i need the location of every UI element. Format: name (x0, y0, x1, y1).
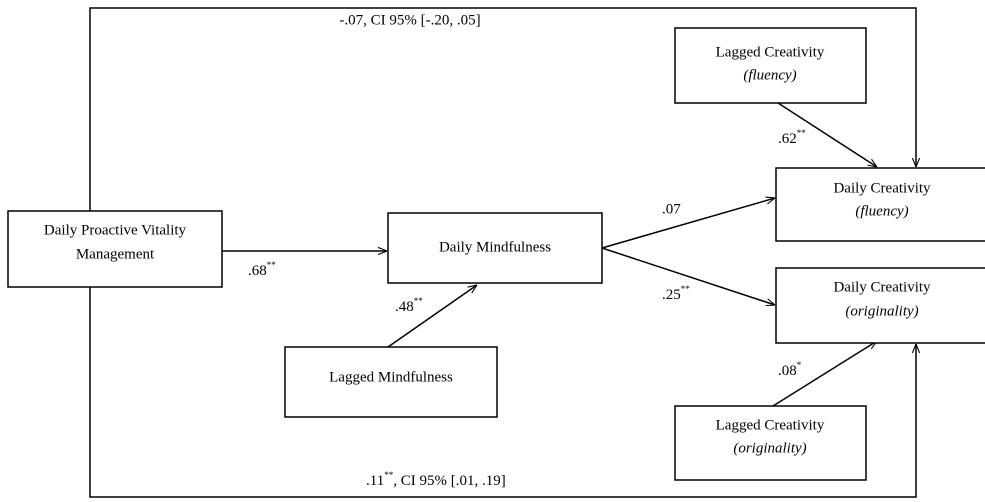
edge-label: .68** (248, 260, 276, 279)
coef: .68 (248, 263, 267, 279)
node-box (674, 405, 867, 481)
node-label: Lagged Mindfulness (329, 369, 453, 385)
arrow (777, 102, 877, 167)
node-box (387, 212, 603, 284)
node-box (775, 167, 985, 242)
direct-path-top (89, 7, 916, 211)
node-box (284, 346, 498, 418)
significance: ** (681, 284, 691, 294)
node-label: (fluency) (855, 203, 908, 219)
edge-label: .07 (662, 201, 681, 217)
edge-label: .11**, CI 95% [.01, .19] (366, 470, 506, 489)
edge-label: .62** (778, 128, 806, 147)
arrow (601, 198, 775, 249)
coef: .08 (778, 363, 797, 379)
significance: ** (414, 296, 424, 306)
coef: .25 (662, 287, 681, 303)
node-label: Daily Mindfulness (439, 239, 551, 255)
node-box (775, 267, 985, 344)
coef: .62 (778, 131, 797, 147)
node-label: (originality) (845, 303, 918, 319)
significance: * (797, 360, 802, 370)
ci: , CI 95% [.01, .19] (393, 473, 506, 489)
significance: ** (384, 470, 394, 480)
arrow (387, 285, 477, 348)
edge-label: .48** (395, 296, 423, 315)
arrow (772, 341, 877, 407)
coef: .11 (366, 473, 384, 489)
node-label: Daily Creativity (833, 180, 931, 196)
node-label: Daily Creativity (833, 279, 931, 295)
node-box (7, 210, 223, 288)
significance: ** (267, 260, 277, 270)
node-box (674, 27, 867, 104)
edge-label: -.07, CI 95% [-.20, .05] (339, 12, 480, 28)
node-label: (fluency) (743, 67, 796, 83)
coef: .48 (395, 299, 414, 315)
node-label: Management (76, 246, 155, 262)
node-label: Lagged Creativity (716, 417, 825, 433)
edge-label: .08* (778, 360, 802, 379)
node-label: (originality) (733, 440, 806, 456)
significance: ** (797, 128, 807, 138)
arrow (601, 247, 775, 305)
node-label: Lagged Creativity (716, 44, 825, 60)
direct-path-bottom (89, 287, 916, 498)
node-label: Daily Proactive Vitality (44, 222, 187, 238)
edge-label: .25** (662, 284, 690, 303)
